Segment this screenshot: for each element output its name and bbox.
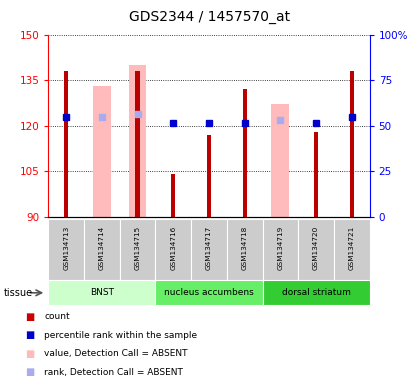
Text: GSM134713: GSM134713 <box>63 226 69 270</box>
Text: GSM134719: GSM134719 <box>277 226 284 270</box>
Bar <box>171 174 176 217</box>
Bar <box>334 219 370 280</box>
Bar <box>129 65 147 217</box>
Bar <box>242 89 247 217</box>
Bar <box>207 135 211 217</box>
Bar <box>349 71 354 217</box>
Bar <box>120 219 155 280</box>
Text: GSM134718: GSM134718 <box>241 226 248 270</box>
Bar <box>262 219 298 280</box>
Text: GSM134720: GSM134720 <box>313 226 319 270</box>
Bar <box>135 71 140 217</box>
Text: percentile rank within the sample: percentile rank within the sample <box>44 331 197 340</box>
Bar <box>262 280 370 305</box>
Text: GDS2344 / 1457570_at: GDS2344 / 1457570_at <box>129 10 291 24</box>
Bar <box>227 219 262 280</box>
Text: GSM134716: GSM134716 <box>170 226 176 270</box>
Text: value, Detection Call = ABSENT: value, Detection Call = ABSENT <box>44 349 188 358</box>
Text: ■: ■ <box>25 312 34 322</box>
Text: GSM134714: GSM134714 <box>99 226 105 270</box>
Bar <box>48 219 84 280</box>
Bar <box>84 219 120 280</box>
Bar <box>155 219 191 280</box>
Text: count: count <box>44 312 70 321</box>
Text: ■: ■ <box>25 367 34 377</box>
Text: GSM134717: GSM134717 <box>206 226 212 270</box>
Text: GSM134721: GSM134721 <box>349 226 355 270</box>
Text: tissue: tissue <box>4 288 33 298</box>
Text: GSM134715: GSM134715 <box>134 226 141 270</box>
Bar <box>93 86 111 217</box>
Bar <box>271 104 289 217</box>
Bar <box>298 219 334 280</box>
Bar <box>191 219 227 280</box>
Text: dorsal striatum: dorsal striatum <box>282 288 350 297</box>
Bar <box>314 132 318 217</box>
Bar <box>155 280 262 305</box>
Text: nucleus accumbens: nucleus accumbens <box>164 288 254 297</box>
Text: BNST: BNST <box>90 288 114 297</box>
Text: ■: ■ <box>25 349 34 359</box>
Text: rank, Detection Call = ABSENT: rank, Detection Call = ABSENT <box>44 367 183 377</box>
Bar <box>48 280 155 305</box>
Bar <box>64 71 68 217</box>
Text: ■: ■ <box>25 330 34 340</box>
